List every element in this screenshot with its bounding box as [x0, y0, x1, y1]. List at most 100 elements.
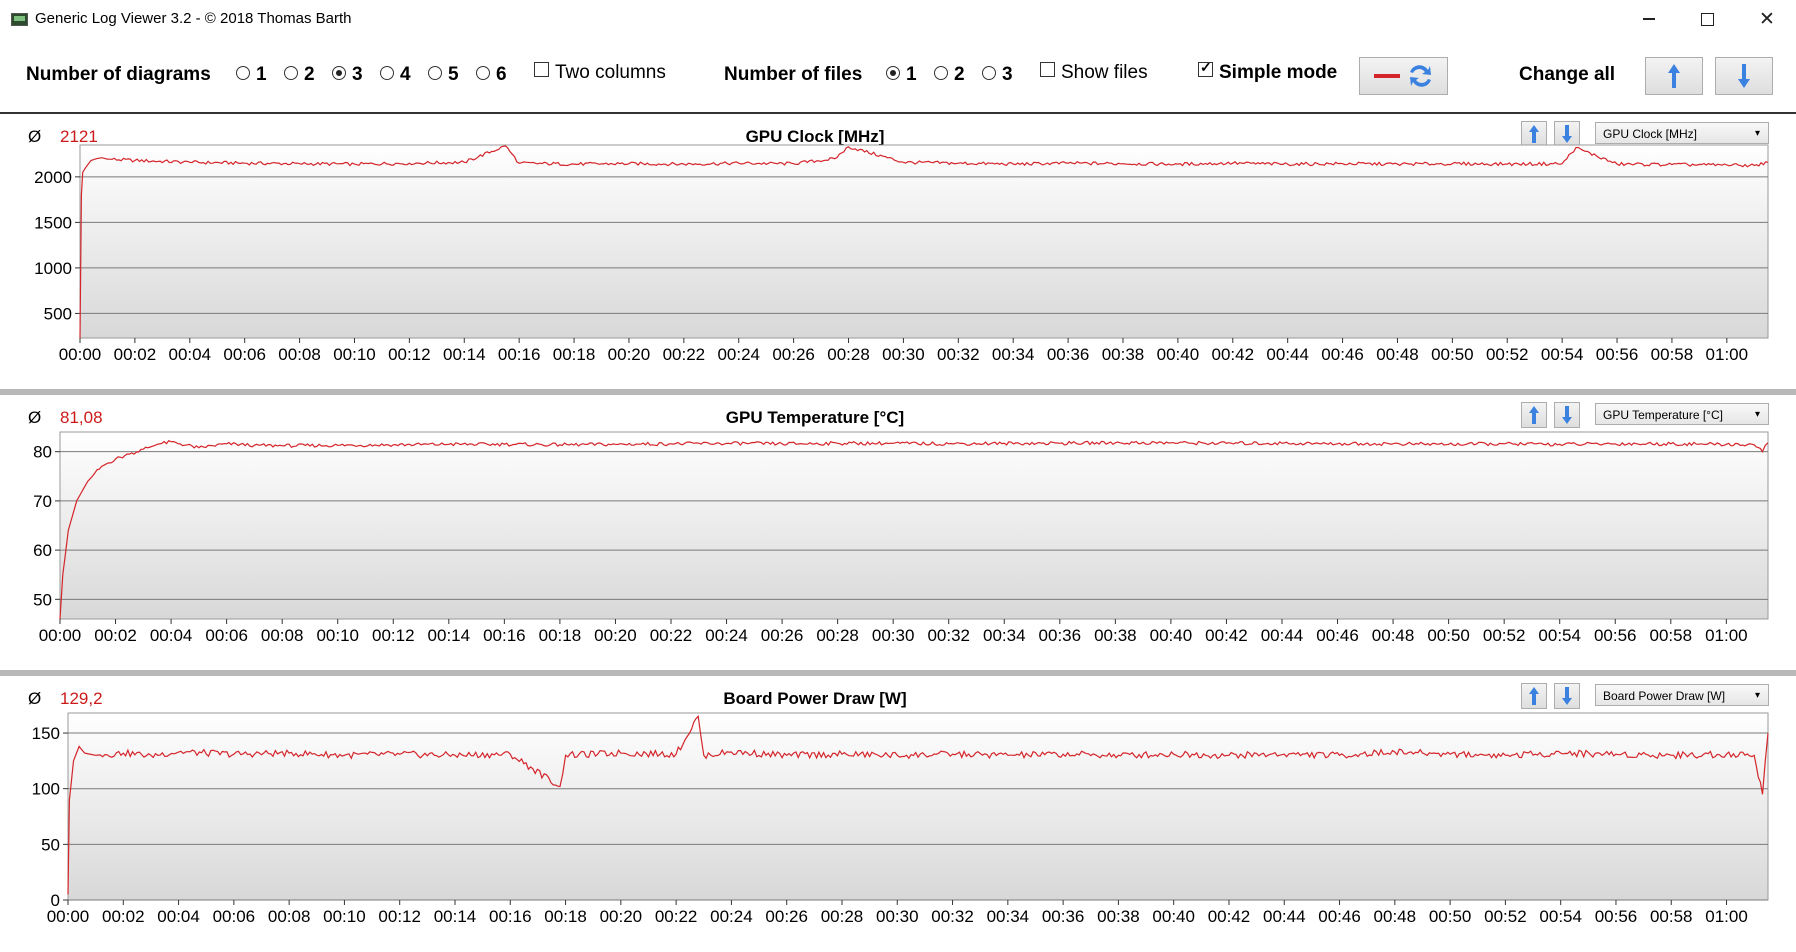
x-tick-label: 00:18 — [553, 345, 596, 364]
y-tick-label: 1500 — [34, 213, 72, 232]
x-tick-label: 00:18 — [544, 907, 587, 926]
x-tick-label: 00:12 — [378, 907, 421, 926]
two-columns-checkbox[interactable]: Two columns — [534, 62, 666, 84]
chart-svg: 50 60 70 80 00:00 00:02 00:04 00:06 00:08 00:10 00… — [33, 431, 1769, 645]
maximize-button[interactable] — [1678, 0, 1736, 38]
y-tick-label: 500 — [44, 304, 72, 323]
x-tick-label: 00:52 — [1483, 626, 1526, 645]
color-refresh-button[interactable] — [1359, 57, 1448, 95]
x-tick-label: 00:04 — [150, 626, 193, 645]
x-tick-label: 00:54 — [1541, 345, 1584, 364]
panel-move-up-button[interactable] — [1521, 683, 1547, 709]
show-files-checkbox[interactable]: Show files — [1040, 62, 1148, 84]
diagram-radio-2[interactable]: 2 — [284, 64, 315, 86]
title-bar: Generic Log Viewer 3.2 - © 2018 Thomas B… — [0, 0, 1796, 38]
x-tick-label: 00:10 — [323, 907, 366, 926]
x-tick-label: 00:56 — [1594, 626, 1637, 645]
x-tick-label: 00:52 — [1486, 345, 1529, 364]
x-tick-label: 00:00 — [39, 626, 82, 645]
x-tick-label: 00:06 — [213, 907, 256, 926]
arrow-down-icon — [1562, 406, 1572, 424]
file-radio-3[interactable]: 3 — [982, 64, 1013, 86]
chart-title: Board Power Draw [W] — [723, 689, 907, 708]
x-tick-label: 00:58 — [1650, 626, 1693, 645]
close-button[interactable]: ✕ — [1738, 0, 1796, 38]
x-tick-label: 00:30 — [872, 626, 915, 645]
panel-move-down-button[interactable] — [1554, 683, 1580, 709]
y-tick-label: 50 — [41, 835, 60, 854]
minimize-button[interactable] — [1620, 0, 1678, 38]
average-value: 129,2 — [60, 689, 103, 708]
simple-mode-checkbox[interactable]: Simple mode — [1198, 59, 1337, 84]
change-all-down-button[interactable] — [1715, 57, 1773, 95]
average-value: 81,08 — [60, 408, 103, 427]
x-tick-label: 00:28 — [816, 626, 859, 645]
x-tick-label: 00:30 — [882, 345, 925, 364]
x-tick-label: 00:06 — [205, 626, 248, 645]
diagram-radio-3[interactable]: 3 — [332, 64, 363, 86]
x-tick-label: 00:24 — [705, 626, 748, 645]
panel-move-down-button[interactable] — [1554, 402, 1580, 428]
x-tick-label: 00:16 — [483, 626, 526, 645]
x-tick-label: 00:22 — [663, 345, 706, 364]
x-tick-label: 00:56 — [1596, 345, 1639, 364]
x-tick-label: 00:56 — [1595, 907, 1638, 926]
x-tick-label: 01:00 — [1706, 345, 1749, 364]
diagram-radio-4[interactable]: 4 — [380, 64, 411, 86]
diagram-radio-1[interactable]: 1 — [236, 64, 267, 86]
num-files-label: Number of files — [724, 64, 863, 85]
change-all-up-button[interactable] — [1645, 57, 1703, 95]
x-tick-label: 00:38 — [1094, 626, 1137, 645]
x-tick-label: 00:16 — [489, 907, 532, 926]
x-tick-label: 00:54 — [1538, 626, 1581, 645]
panel-move-down-button[interactable] — [1554, 121, 1580, 147]
y-tick-label: 0 — [51, 891, 60, 910]
series-line — [59, 439, 1769, 620]
x-tick-label: 00:30 — [876, 907, 919, 926]
x-tick-label: 00:14 — [434, 907, 477, 926]
x-tick-label: 00:06 — [223, 345, 266, 364]
x-tick-label: 00:24 — [710, 907, 753, 926]
x-tick-label: 00:08 — [278, 345, 321, 364]
x-tick-label: 00:44 — [1266, 345, 1309, 364]
refresh-color-icon — [1374, 65, 1431, 87]
series-select-value: GPU Clock [MHz] — [1603, 127, 1698, 141]
panel-divider[interactable] — [0, 389, 1796, 395]
app-icon — [11, 13, 28, 26]
series-select-value: GPU Temperature [°C] — [1603, 408, 1723, 422]
y-tick-label: 80 — [33, 443, 52, 462]
series-select[interactable]: GPU Clock [MHz] ▾ — [1595, 122, 1769, 144]
arrow-down-icon — [1562, 125, 1572, 143]
x-tick-label: 00:36 — [1042, 907, 1085, 926]
y-tick-label: 100 — [32, 780, 60, 799]
x-tick-label: 00:08 — [261, 626, 304, 645]
x-tick-label: 00:12 — [388, 345, 431, 364]
x-tick-label: 00:12 — [372, 626, 415, 645]
x-tick-label: 00:46 — [1321, 345, 1364, 364]
change-all-label: Change all — [1519, 64, 1616, 85]
x-tick-label: 00:50 — [1427, 626, 1470, 645]
x-tick-label: 00:34 — [992, 345, 1035, 364]
x-tick-label: 00:14 — [443, 345, 486, 364]
diagram-radio-6[interactable]: 6 — [476, 64, 507, 86]
chevron-down-icon: ▾ — [1754, 690, 1760, 701]
file-radio-1[interactable]: 1 — [886, 64, 917, 86]
panel-divider[interactable] — [0, 670, 1796, 676]
panel-move-up-button[interactable] — [1521, 121, 1547, 147]
series-select[interactable]: Board Power Draw [W] ▾ — [1595, 684, 1769, 706]
x-tick-label: 00:38 — [1097, 907, 1140, 926]
arrow-up-icon — [1529, 687, 1539, 705]
panel-move-up-button[interactable] — [1521, 402, 1547, 428]
num-diagrams-label: Number of diagrams — [26, 64, 211, 85]
x-tick-label: 00:50 — [1429, 907, 1472, 926]
x-tick-label: 00:24 — [717, 345, 760, 364]
file-radio-2[interactable]: 2 — [934, 64, 965, 86]
arrow-down-icon — [1562, 687, 1572, 705]
x-tick-label: 00:22 — [655, 907, 698, 926]
y-tick-label: 2000 — [34, 168, 72, 187]
series-select[interactable]: GPU Temperature [°C] ▾ — [1595, 403, 1769, 425]
x-tick-label: 00:44 — [1261, 626, 1304, 645]
x-tick-label: 00:10 — [333, 345, 376, 364]
y-tick-label: 150 — [32, 724, 60, 743]
diagram-radio-5[interactable]: 5 — [428, 64, 459, 86]
